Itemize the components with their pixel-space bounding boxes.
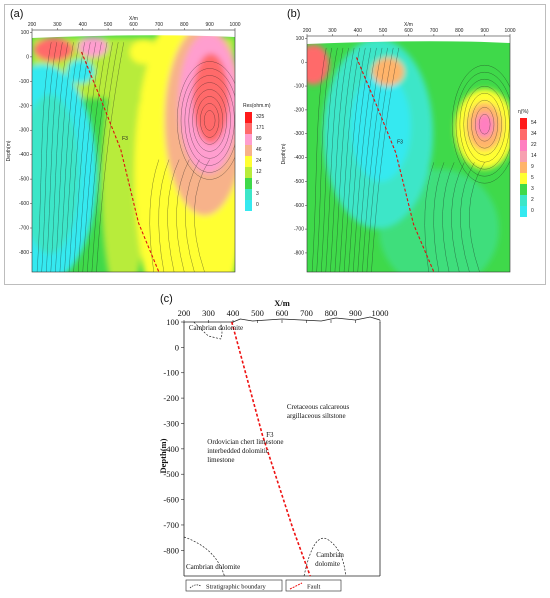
x-axis-label: X/m: [274, 298, 290, 308]
y-tick-label: -200: [163, 393, 179, 403]
y-tick-label: -800: [163, 545, 179, 555]
y-tick-label: -700: [163, 520, 179, 530]
label-ordovician-3: limestone: [207, 456, 234, 464]
x-tick-label: 600: [276, 308, 289, 318]
y-tick-label: 0: [175, 342, 179, 352]
label-ordovician-1: Ordovician chert limestone: [207, 438, 283, 446]
label-cambrian-top: Cambrian dolomite: [189, 324, 243, 332]
y-tick-label: -300: [163, 418, 179, 428]
label-ordovician-2: interbedded dolomitic: [207, 447, 269, 455]
label-cambrian-right-1: Cambrian: [316, 551, 344, 559]
y-tick-label: 100: [166, 317, 179, 327]
y-tick-label: -100: [163, 368, 179, 378]
y-axis-label: Depth(m): [158, 438, 168, 473]
label-cambrian-right-2: dolomite: [315, 560, 340, 568]
x-tick-label: 900: [349, 308, 362, 318]
x-tick-label: 800: [325, 308, 338, 318]
label-cretaceous-2: argillaceous siltstone: [287, 412, 346, 420]
x-tick-label: 700: [300, 308, 313, 318]
legend-label-fault: Fault: [307, 584, 321, 591]
x-tick-label: 1000: [372, 308, 389, 318]
label-cretaceous-1: Cretaceous calcareous: [287, 403, 350, 411]
x-tick-label: 500: [251, 308, 264, 318]
legend-label-strat: Stratigraphic boundary: [206, 584, 266, 591]
x-tick-label: 300: [202, 308, 215, 318]
x-tick-label: 400: [227, 308, 240, 318]
x-tick-label: 200: [178, 308, 191, 318]
legend-swatch-fault: [290, 583, 302, 589]
label-cambrian-left: Cambrian dolomite: [186, 563, 240, 571]
y-tick-label: -600: [163, 495, 179, 505]
legend-swatch-strat: [190, 585, 201, 588]
